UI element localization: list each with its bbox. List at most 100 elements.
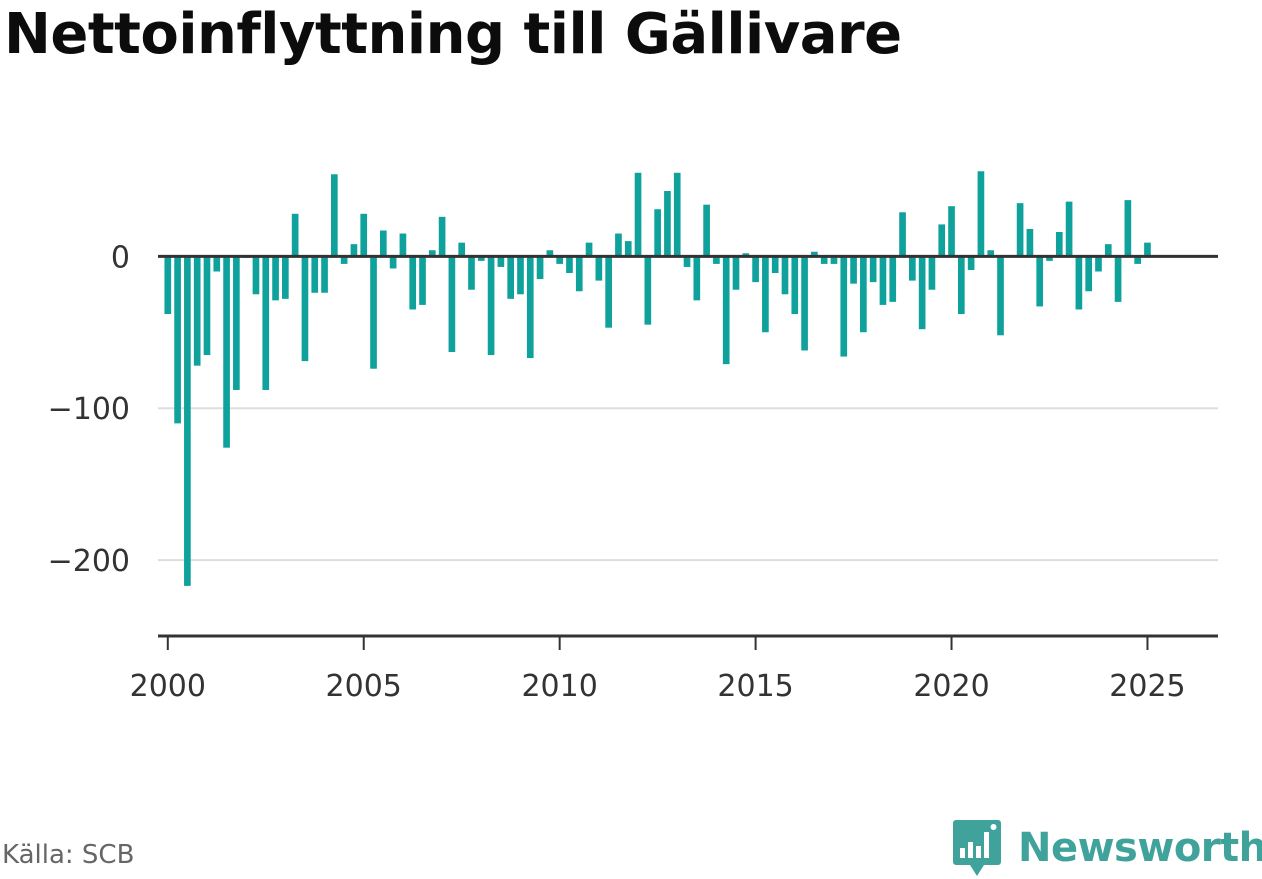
bar xyxy=(624,241,632,257)
bar xyxy=(957,256,965,315)
bar xyxy=(507,256,515,299)
bar xyxy=(487,256,495,356)
bar xyxy=(820,256,828,264)
bar xyxy=(967,256,975,270)
bar xyxy=(615,233,622,257)
bar xyxy=(360,213,368,257)
bar xyxy=(899,212,906,257)
bar xyxy=(1144,242,1151,257)
bar xyxy=(1055,232,1063,257)
bar xyxy=(722,256,730,365)
bar xyxy=(742,253,750,257)
bar xyxy=(791,256,799,315)
y-tick-label: −200 xyxy=(48,544,130,579)
bar xyxy=(536,256,544,280)
y-tick-label: −100 xyxy=(48,392,130,427)
bar xyxy=(644,256,652,325)
bar xyxy=(213,256,221,272)
bar xyxy=(566,256,573,274)
bar xyxy=(399,233,407,257)
bar xyxy=(428,250,436,257)
bar xyxy=(517,256,524,295)
x-tick-label: 2000 xyxy=(130,669,206,704)
bar xyxy=(282,256,289,299)
bar xyxy=(477,256,485,261)
bar xyxy=(1104,244,1112,257)
bar xyxy=(830,256,838,264)
bar xyxy=(634,172,642,257)
bar xyxy=(321,256,328,293)
bar xyxy=(918,256,926,330)
bar xyxy=(909,256,916,281)
bar xyxy=(203,256,211,356)
bar xyxy=(546,250,554,257)
bar xyxy=(713,256,720,264)
bar xyxy=(1016,203,1024,257)
x-tick-label: 2010 xyxy=(521,669,597,704)
bar xyxy=(997,256,1004,336)
bar xyxy=(291,213,299,257)
bar xyxy=(448,256,456,352)
bar xyxy=(331,174,338,257)
bar xyxy=(879,256,887,305)
bar xyxy=(693,256,701,301)
bar xyxy=(223,256,230,448)
bar xyxy=(762,256,769,333)
bar xyxy=(1026,228,1034,257)
bar xyxy=(1075,256,1083,310)
source-label: Källa: SCB xyxy=(2,840,135,870)
bar xyxy=(595,256,603,281)
gridlines xyxy=(158,407,1218,562)
bar xyxy=(193,256,201,366)
bar xyxy=(458,242,466,257)
bar xyxy=(683,256,691,267)
bar-chart-bubble-icon xyxy=(953,820,1001,876)
bar xyxy=(987,250,995,257)
bar xyxy=(673,172,681,257)
x-tick-label: 2015 xyxy=(717,669,793,704)
bar xyxy=(928,256,936,290)
bar xyxy=(575,256,583,292)
chart-title: Nettoinflyttning till Gällivare xyxy=(4,2,902,67)
bar xyxy=(340,256,348,264)
bar xyxy=(438,216,446,257)
bar xyxy=(1095,256,1102,272)
bar xyxy=(781,256,789,295)
bar xyxy=(948,206,955,257)
bar xyxy=(233,256,240,390)
x-tick-label: 2005 xyxy=(326,669,402,704)
bar xyxy=(174,256,181,424)
y-tick-label: 0 xyxy=(111,240,130,275)
bar xyxy=(664,191,671,257)
bar xyxy=(850,256,857,284)
bar xyxy=(272,256,279,301)
bar xyxy=(703,204,710,257)
bar xyxy=(526,256,534,359)
bar xyxy=(1046,256,1053,261)
bar xyxy=(771,256,779,274)
bar xyxy=(311,256,319,293)
bar xyxy=(1065,201,1073,257)
x-tick-label: 2020 xyxy=(913,669,989,704)
bar xyxy=(497,256,505,267)
bar xyxy=(654,209,661,257)
bar xyxy=(164,256,172,315)
bar xyxy=(860,256,867,333)
bar xyxy=(752,256,759,283)
tick-labels: 2000 2005 2010 2015 2020 2025 0 −100 −200 xyxy=(48,240,1186,704)
bar xyxy=(938,224,946,257)
bar xyxy=(419,256,426,305)
bar xyxy=(585,242,593,257)
bar xyxy=(869,256,877,283)
bar xyxy=(252,256,260,295)
bar xyxy=(262,256,270,390)
bar xyxy=(389,256,397,269)
bar xyxy=(1085,256,1093,292)
bar xyxy=(184,256,191,586)
bar xyxy=(1124,200,1132,257)
x-tick-label: 2025 xyxy=(1109,669,1185,704)
bar xyxy=(605,256,612,328)
brand-logo[interactable]: Newsworthy xyxy=(952,818,1262,878)
bar xyxy=(409,256,417,310)
